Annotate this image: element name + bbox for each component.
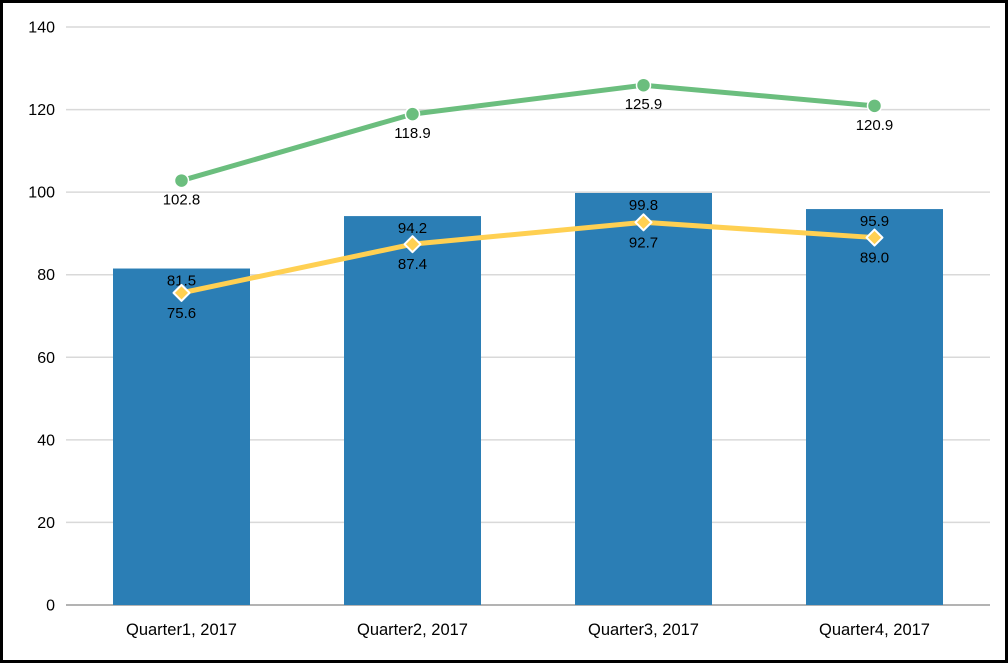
green-line-point-quarter2-2017[interactable] bbox=[404, 106, 421, 122]
y-tick-label-80: 80 bbox=[37, 267, 55, 284]
bar-quarter2-2017[interactable] bbox=[344, 216, 481, 606]
y-tick-label-120: 120 bbox=[28, 102, 55, 119]
green-line-point-quarter3-2017[interactable] bbox=[635, 77, 652, 93]
yellow-line-label-quarter1-2017: 75.6 bbox=[167, 305, 196, 322]
bar-quarter1-2017[interactable] bbox=[113, 268, 250, 605]
x-tick-label-quarter1-2017: Quarter1, 2017 bbox=[126, 621, 237, 639]
yellow-line-point-quarter2-2017[interactable] bbox=[403, 235, 422, 254]
yellow-line-point-quarter3-2017[interactable] bbox=[634, 213, 653, 232]
y-tick-label-60: 60 bbox=[37, 350, 55, 367]
bar-value-label-quarter2-2017: 94.2 bbox=[398, 220, 427, 237]
green-line-label-quarter3-2017: 125.9 bbox=[625, 96, 663, 113]
y-tick-label-0: 0 bbox=[46, 598, 55, 615]
green-line-series[interactable] bbox=[179, 82, 877, 184]
yellow-line-point-quarter1-2017[interactable] bbox=[172, 283, 191, 302]
green-line-label-quarter2-2017: 118.9 bbox=[394, 125, 430, 142]
y-tick-label-40: 40 bbox=[37, 432, 55, 449]
bar-quarter3-2017[interactable] bbox=[575, 192, 712, 605]
y-tick-label-140: 140 bbox=[28, 20, 55, 37]
y-tick-label-100: 100 bbox=[28, 185, 55, 202]
combo-chart-svg[interactable]: 0 20 40 60 80 100 120 140 Quarter1, 2017 Quarter2… bbox=[3, 3, 1005, 660]
green-line-label-quarter1-2017: 102.8 bbox=[163, 192, 201, 209]
yellow-line-point-quarter4-2017[interactable] bbox=[865, 228, 884, 247]
y-tick-label-20: 20 bbox=[37, 515, 55, 532]
bar-quarter4-2017[interactable] bbox=[806, 209, 943, 605]
x-tick-label-quarter3-2017: Quarter3, 2017 bbox=[588, 621, 699, 639]
x-tick-label-quarter4-2017: Quarter4, 2017 bbox=[819, 621, 930, 639]
bar-value-label-quarter4-2017: 95.9 bbox=[860, 213, 889, 230]
green-line-point-quarter1-2017[interactable] bbox=[173, 172, 190, 189]
yellow-line-label-quarter4-2017: 89.0 bbox=[860, 250, 889, 267]
bar-value-label-quarter1-2017: 81.5 bbox=[167, 273, 196, 290]
bar-value-label-quarter3-2017: 99.8 bbox=[629, 197, 658, 214]
yellow-line-series[interactable] bbox=[179, 219, 877, 296]
yellow-line-label-quarter2-2017: 87.4 bbox=[398, 256, 427, 273]
green-line-point-quarter4-2017[interactable] bbox=[866, 98, 883, 114]
green-line-label-quarter4-2017: 120.9 bbox=[856, 117, 894, 134]
x-tick-label-quarter2-2017: Quarter2, 2017 bbox=[357, 621, 468, 639]
yellow-line-label-quarter3-2017: 92.7 bbox=[629, 234, 658, 251]
